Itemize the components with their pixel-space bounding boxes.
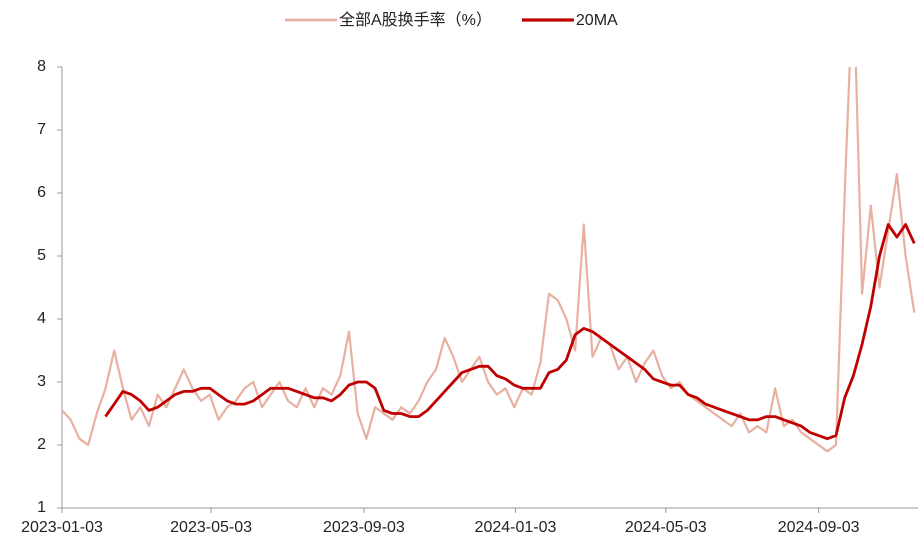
y-tick-label: 6 bbox=[37, 184, 46, 201]
x-tick-label: 2023-05-03 bbox=[170, 519, 252, 536]
x-tick-label: 2024-05-03 bbox=[625, 519, 707, 536]
x-tick-label: 2023-09-03 bbox=[323, 519, 405, 536]
y-tick-label: 4 bbox=[37, 310, 46, 327]
y-tick-label: 7 bbox=[37, 121, 46, 138]
x-tick-label: 2024-01-03 bbox=[475, 519, 557, 536]
y-tick-label: 5 bbox=[37, 247, 46, 264]
series-line bbox=[62, 67, 916, 453]
y-tick-label: 2 bbox=[37, 436, 46, 453]
series-line bbox=[104, 223, 916, 441]
legend: 全部A股换手率（%） 20MA bbox=[285, 11, 618, 29]
y-tick-label: 3 bbox=[37, 373, 46, 390]
plot-area bbox=[62, 67, 916, 453]
y-tick-label: 8 bbox=[37, 58, 46, 75]
x-tick-label: 2023-01-03 bbox=[21, 519, 103, 536]
x-tick-label: 2024-09-03 bbox=[778, 519, 860, 536]
y-tick-label: 1 bbox=[37, 499, 46, 516]
legend-label: 20MA bbox=[576, 12, 618, 29]
legend-label: 全部A股换手率（%） bbox=[339, 11, 492, 29]
